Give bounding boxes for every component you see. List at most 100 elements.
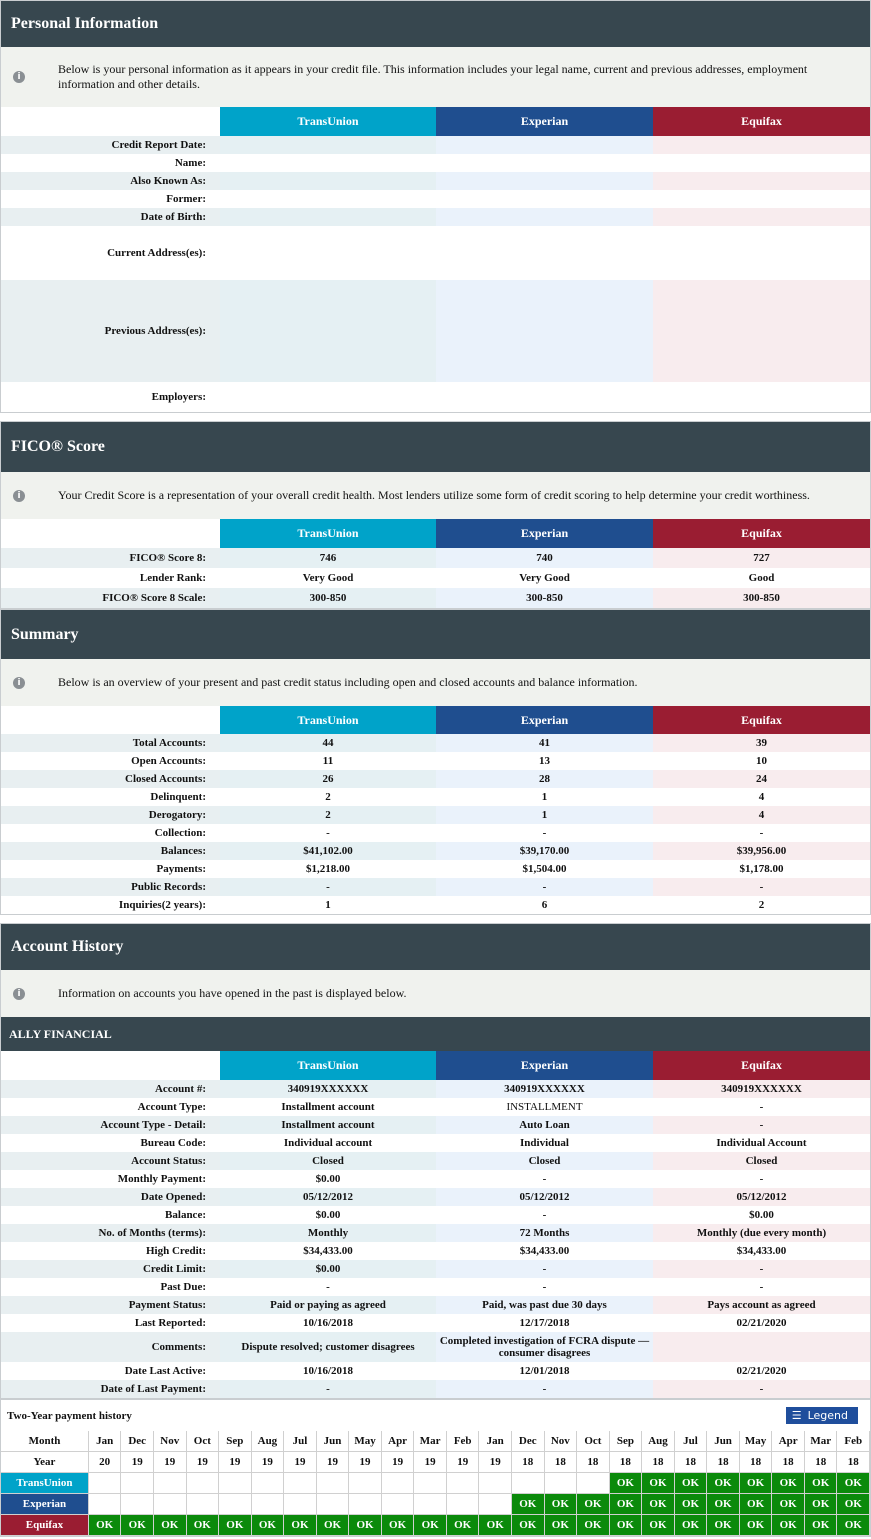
payment-status [154, 1473, 187, 1494]
row-label: Balances: [1, 842, 220, 860]
payment-status [479, 1494, 513, 1515]
row-label: Account Status: [1, 1152, 220, 1170]
table-row: Name: [1, 154, 870, 172]
row-value: Monthly (due every month) [653, 1224, 870, 1242]
row-value: Very Good [519, 572, 570, 584]
row-label: Payments: [156, 863, 207, 875]
row-value: - [436, 1260, 653, 1278]
section-title: Personal Information [1, 1, 870, 47]
info-icon: i [13, 489, 25, 502]
year: 18 [577, 1452, 610, 1473]
table-row: Account Type: Installment account INSTALLM… [1, 1098, 870, 1116]
row-label: Date of Birth: [1, 208, 220, 226]
year: 19 [284, 1452, 317, 1473]
row-label: Former: [166, 193, 206, 205]
row-value [436, 226, 653, 280]
payment-status: OK [512, 1515, 545, 1536]
row-value: 05/12/2012 [436, 1188, 653, 1206]
row-value: 1 [436, 806, 653, 824]
month: Nov [544, 1431, 578, 1452]
legend-button[interactable]: ☰ Legend [785, 1407, 858, 1424]
payment-status: OK [251, 1515, 285, 1536]
row-value: Completed investigation of FCRA dispute … [436, 1332, 653, 1362]
payment-status: OK [349, 1515, 382, 1536]
row-value [653, 382, 870, 412]
table-header: TransUnion Experian Equifax [1, 519, 870, 548]
table-row: Open Accounts: 11 13 10 [1, 752, 870, 770]
table-row: Date of Last Payment: - - - [1, 1380, 870, 1398]
year: 19 [349, 1452, 382, 1473]
row-value: 10/16/2018 [302, 1365, 354, 1377]
month: May [349, 1431, 382, 1452]
table-row: Payments: $1,218.00 $1,504.00 $1,178.00 [1, 860, 870, 878]
row-value: 28 [436, 770, 653, 788]
payment-status [284, 1494, 317, 1515]
bureau-header: Experian [436, 107, 653, 136]
row-value: Pays account as agreed [653, 1296, 870, 1314]
row-value [220, 280, 436, 382]
payment-status: OK [674, 1473, 708, 1494]
row-label: Date Opened: [1, 1188, 220, 1206]
row-label: FICO® Score 8: [1, 548, 220, 568]
payment-row: Experian OK OK OK OK OK OK OK OK OK OK OK [1, 1494, 871, 1515]
payment-status: OK [804, 1515, 838, 1536]
row-value: 4 [653, 806, 870, 824]
bureau-header: Experian [436, 1051, 653, 1080]
payment-status: OK [446, 1515, 480, 1536]
info-icon: i [13, 71, 25, 83]
bureau-header: Equifax [653, 706, 870, 734]
month: Jan [479, 1431, 513, 1452]
payment-status: OK [772, 1515, 805, 1536]
row-label: Inquiries(2 years): [118, 899, 206, 911]
payment-status [381, 1473, 415, 1494]
payment-status: OK [674, 1494, 708, 1515]
row-label: Last Reported: [134, 1317, 206, 1329]
row-value: Dispute resolved; customer disagrees [220, 1332, 436, 1362]
row-value: $41,102.00 [220, 842, 436, 860]
payment-status: OK [284, 1515, 317, 1536]
payment-status [479, 1473, 513, 1494]
row-label: Previous Address(es): [1, 280, 220, 382]
row-label: Employers: [151, 391, 206, 403]
bureau-header: Experian [436, 706, 653, 734]
table-row: Previous Address(es): [1, 280, 870, 382]
row-value: - [326, 1281, 330, 1293]
month: Aug [642, 1431, 675, 1452]
payment-status: OK [642, 1494, 675, 1515]
row-value [436, 280, 653, 382]
payment-status: OK [707, 1515, 740, 1536]
table-row: Monthly Payment: $0.00 - - [1, 1170, 870, 1188]
row-value: 727 [653, 548, 870, 568]
payment-status: OK [707, 1473, 740, 1494]
row-value: 10 [756, 755, 767, 767]
table-row: Derogatory: 2 1 4 [1, 806, 870, 824]
row-value: 340919XXXXXX [436, 1080, 653, 1098]
bureau-header: TransUnion [220, 1051, 436, 1080]
row-value: Closed [220, 1152, 436, 1170]
section: Summary i Below is an overview of your pre… [0, 609, 871, 915]
payment-status [381, 1494, 415, 1515]
row-value: Closed [436, 1152, 653, 1170]
row-value: 26 [220, 770, 436, 788]
row-value: 72 Months [436, 1224, 653, 1242]
header-blank [1, 706, 220, 734]
row-value: 24 [653, 770, 870, 788]
month: Mar [414, 1431, 447, 1452]
table-row: Account Status: Closed Closed Closed [1, 1152, 870, 1170]
table-row: Account #: 340919XXXXXX 340919XXXXXX 340919… [1, 1080, 870, 1098]
payment-title: Two-Year payment history [7, 1409, 132, 1422]
row-label: Monthly Payment: [117, 1173, 206, 1185]
row-value [436, 136, 653, 154]
row-value: 4 [758, 791, 765, 803]
month: Apr [381, 1431, 415, 1452]
row-value: Closed [653, 1152, 870, 1170]
payment-status: OK [642, 1515, 675, 1536]
year: 18 [837, 1452, 871, 1473]
month: Oct [186, 1431, 220, 1452]
row-value: - [653, 878, 870, 896]
payment-status [414, 1473, 447, 1494]
payment-status [349, 1494, 382, 1515]
payment-status: OK [316, 1515, 350, 1536]
info-text: Below is your personal information as it… [58, 62, 808, 91]
bureau-header: TransUnion [220, 519, 436, 548]
